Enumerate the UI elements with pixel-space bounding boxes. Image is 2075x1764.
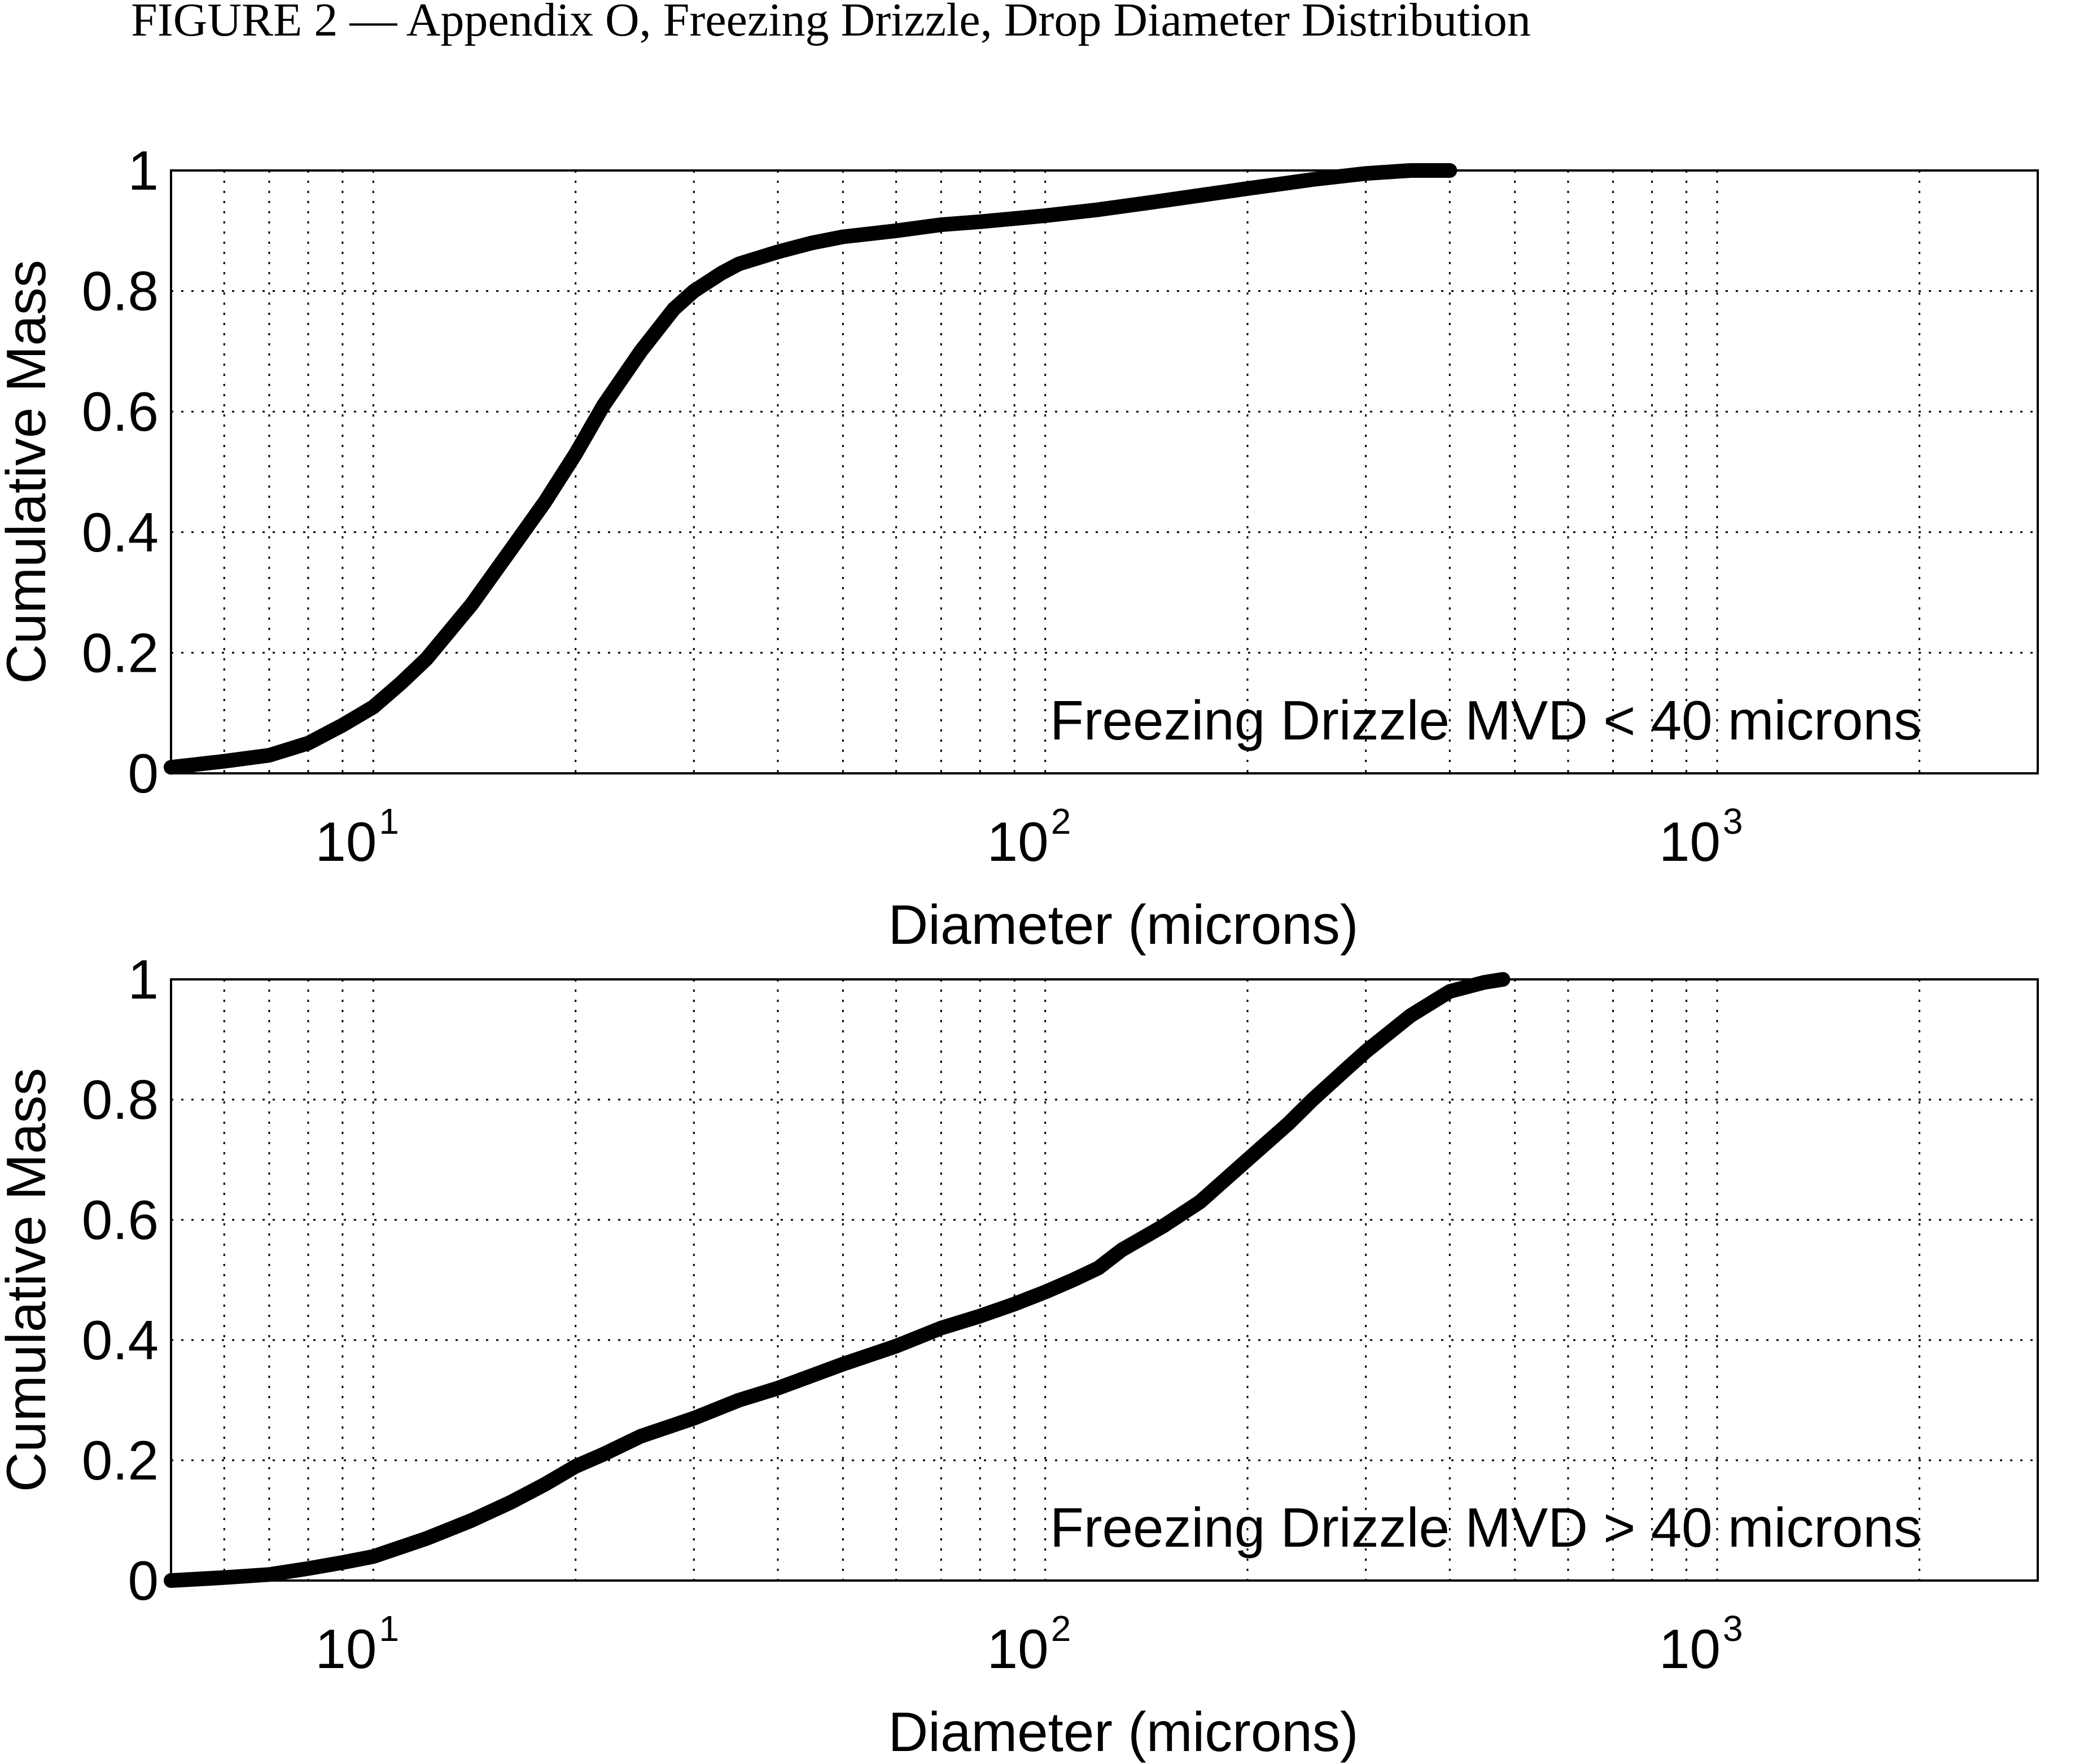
y-tick-label: 0.2 [82,1429,159,1491]
y-tick-label: 0.4 [82,501,159,563]
plot-frame [170,978,2039,1582]
x-tick-exponent: 2 [1051,801,1071,842]
y-tick-label: 0 [128,742,159,804]
x-tick-label: 10 2 [987,1608,1071,1680]
x-tick-exponent: 1 [379,801,399,842]
x-tick-label: 10 1 [315,1608,399,1680]
x-tick-label: 10 1 [315,801,399,873]
x-tick-label: 10 3 [1659,801,1743,873]
y-axis-label: Cumulative Mass [0,260,57,684]
y-tick-label: 0.6 [82,1189,159,1251]
y-tick-label: 0.6 [82,380,159,443]
series-annotation: Freezing Drizzle MVD > 40 microns [1050,1496,1921,1559]
x-tick-exponent: 3 [1723,1608,1743,1649]
y-tick-label: 0.4 [82,1309,159,1371]
y-tick-label: 1 [128,948,159,1010]
x-tick-base: 10 [1659,811,1721,873]
x-tick-base: 10 [1659,1618,1721,1680]
x-axis-label: Diameter (microns) [888,1701,1358,1763]
x-tick-base: 10 [315,1618,377,1680]
series-annotation: Freezing Drizzle MVD < 40 microns [1050,689,1921,751]
x-axis-label: Diameter (microns) [888,894,1358,956]
x-tick-base: 10 [987,811,1049,873]
cumulative-mass-line [164,163,1457,775]
x-tick-exponent: 2 [1051,1608,1071,1649]
y-tick-label: 0.8 [82,260,159,322]
y-tick-label: 0 [128,1549,159,1612]
x-tick-label: 10 3 [1659,1608,1743,1680]
y-tick-label: 0.2 [82,621,159,684]
x-tick-label: 10 2 [987,801,1071,873]
plot-frame [170,169,2039,774]
y-axis-label: Cumulative Mass [0,1068,57,1492]
x-tick-exponent: 1 [379,1608,399,1649]
cumulative-mass-line [164,972,1511,1588]
x-tick-base: 10 [987,1618,1049,1680]
y-tick-label: 1 [128,139,159,202]
y-tick-label: 0.8 [82,1069,159,1131]
x-tick-base: 10 [315,811,377,873]
figure-title: FIGURE 2 — Appendix O, Freezing Drizzle,… [131,0,1531,46]
x-tick-exponent: 3 [1723,801,1743,842]
